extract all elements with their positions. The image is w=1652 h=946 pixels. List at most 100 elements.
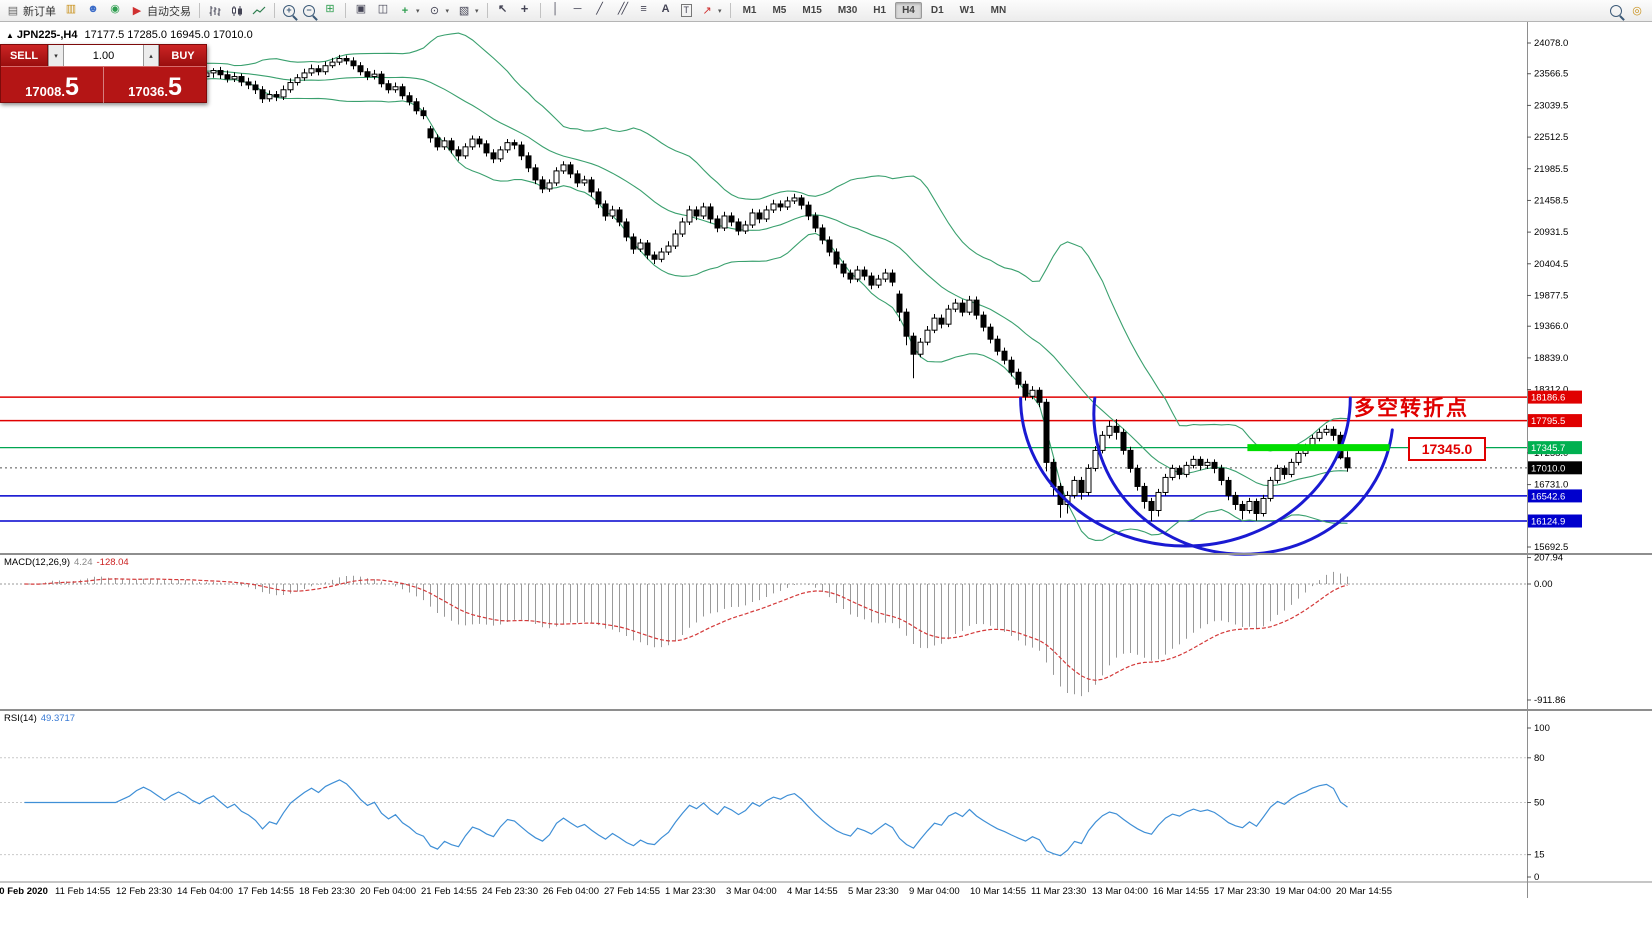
candle-body [322, 65, 329, 73]
new-window-icon[interactable]: ▣ [355, 2, 367, 15]
line-chart-button[interactable] [248, 1, 270, 21]
candle-body [1015, 371, 1022, 385]
autotrading-label: 自动交易 [147, 5, 191, 18]
candle-body [581, 179, 588, 184]
price-badge-label: 16542.6 [1531, 491, 1565, 502]
buy-button[interactable]: BUY [159, 45, 206, 66]
toolbar-separator [199, 3, 200, 18]
time-axis-label: 10 Mar 14:55 [970, 886, 1026, 897]
candle-body [336, 58, 343, 63]
macd-axis-label: 0.00 [1534, 579, 1553, 590]
rsi-line [24, 779, 1348, 857]
zoom-in-button[interactable]: + [279, 1, 299, 21]
candle-body [259, 89, 266, 100]
candle-body [287, 82, 294, 91]
collapse-icon[interactable]: ▲ [6, 31, 14, 40]
candle-body [623, 221, 630, 238]
templates-button[interactable]: ▧ ▾ [453, 1, 483, 21]
timeframe-m15[interactable]: M15 [802, 5, 822, 16]
candle-body [728, 215, 735, 223]
candle-body [1197, 458, 1204, 466]
volume-increase-button[interactable]: ▴ [143, 45, 159, 66]
time-axis-label: 18 Feb 23:30 [299, 886, 355, 897]
zoom-out-button[interactable]: − [299, 1, 319, 21]
price-level-label[interactable]: 17345.0 [1408, 437, 1486, 461]
channel-tool[interactable]: ╱╱ [617, 2, 628, 15]
candle-body [343, 58, 350, 62]
trendline-tool[interactable]: ╱ [596, 2, 603, 15]
add-indicator-icon: + [401, 4, 409, 17]
candle-body [294, 77, 301, 84]
candle-body [966, 299, 973, 313]
candle-body [392, 86, 399, 91]
candle-body [1029, 389, 1036, 397]
candle-body [1085, 467, 1092, 493]
bar-chart-button[interactable] [204, 1, 226, 21]
timeframe-m5[interactable]: M5 [772, 5, 787, 16]
candle-body [1001, 350, 1008, 361]
buy-price-big-digit: 5 [167, 73, 182, 101]
cursor-icon[interactable]: ↖ [497, 2, 508, 15]
candle-body [252, 84, 259, 91]
volume-input[interactable] [64, 48, 143, 63]
candle-body [1239, 503, 1246, 511]
candle-body [812, 215, 819, 229]
bar-chart-icon [209, 5, 221, 16]
candle-body [644, 242, 651, 256]
template-icon: ▧ [458, 4, 470, 17]
timeframe-h4[interactable]: H4 [895, 2, 922, 19]
dropdown-arrow-icon: ▾ [416, 7, 420, 15]
timeframe-h1[interactable]: H1 [873, 5, 887, 16]
vertical-line-tool[interactable]: │ [552, 2, 559, 15]
candle-body [1267, 479, 1274, 499]
cup-arc-drawing[interactable] [1019, 396, 1352, 548]
candle-body [910, 335, 917, 355]
periods-button[interactable]: ⊙ ▾ [424, 1, 454, 21]
sell-button[interactable]: SELL [1, 45, 48, 66]
turning-point-annotation[interactable]: 多空转折点 [1354, 397, 1469, 420]
candle-body [1008, 359, 1015, 373]
text-tool[interactable]: A [661, 2, 670, 15]
time-axis-label: 16 Mar 14:55 [1153, 886, 1209, 897]
volume-decrease-button[interactable]: ▾ [48, 45, 64, 66]
timeframe-d1[interactable]: D1 [930, 5, 944, 16]
search-icon[interactable] [1610, 4, 1622, 17]
chart-title: ▲ JPN225-,H4 17177.5 17285.0 16945.0 17010… [6, 29, 253, 41]
candle-body [798, 197, 805, 206]
timeframe-w1[interactable]: W1 [959, 5, 975, 16]
fibonacci-tool[interactable]: ≡ [640, 2, 647, 15]
timeframe-mn[interactable]: MN [990, 5, 1007, 16]
autotrading-button[interactable]: ▶ 自动交易 [126, 1, 195, 21]
candle-body [889, 272, 896, 283]
time-axis-label: 27 Feb 14:55 [604, 886, 660, 897]
candle-body [826, 239, 833, 253]
timeframe-m30[interactable]: M30 [837, 5, 858, 16]
crosshair-icon[interactable]: + [520, 0, 529, 16]
indicators-button[interactable]: + ▾ [394, 1, 424, 21]
charts-icon[interactable]: ▥ [65, 2, 77, 15]
sell-price[interactable]: 17008. 5 [1, 67, 103, 103]
candle-body [1036, 389, 1043, 403]
buy-price[interactable]: 17036. 5 [104, 67, 206, 103]
window-layout-icon[interactable]: ◫ [377, 2, 389, 15]
candlestick-button[interactable] [226, 1, 248, 21]
help-icon[interactable]: ◎ [1632, 4, 1642, 17]
candle-body [1330, 428, 1337, 436]
tile-windows-icon[interactable]: ⊞ [325, 2, 335, 15]
arrows-tool[interactable]: ↗ ▾ [696, 1, 726, 21]
price-badge-label: 17345.7 [1531, 443, 1565, 454]
text-label-tool[interactable]: T [677, 1, 697, 21]
toolbar-separator [274, 3, 275, 18]
candle-body [1204, 461, 1211, 466]
candle-body [420, 110, 427, 117]
price-badge [1528, 514, 1582, 528]
profiles-icon[interactable]: ☻ [87, 2, 99, 15]
horizontal-line-tool[interactable]: ─ [573, 2, 582, 15]
community-icon[interactable]: ◉ [110, 2, 120, 15]
timeframe-m1[interactable]: M1 [742, 5, 757, 16]
candle-body [1022, 383, 1029, 397]
candle-body [1078, 479, 1085, 493]
new-order-button[interactable]: ▤ 新订单 [2, 1, 60, 21]
one-click-trade-panel: SELL ▾ ▴ BUY 17008.5 17036.5 [0, 44, 207, 103]
